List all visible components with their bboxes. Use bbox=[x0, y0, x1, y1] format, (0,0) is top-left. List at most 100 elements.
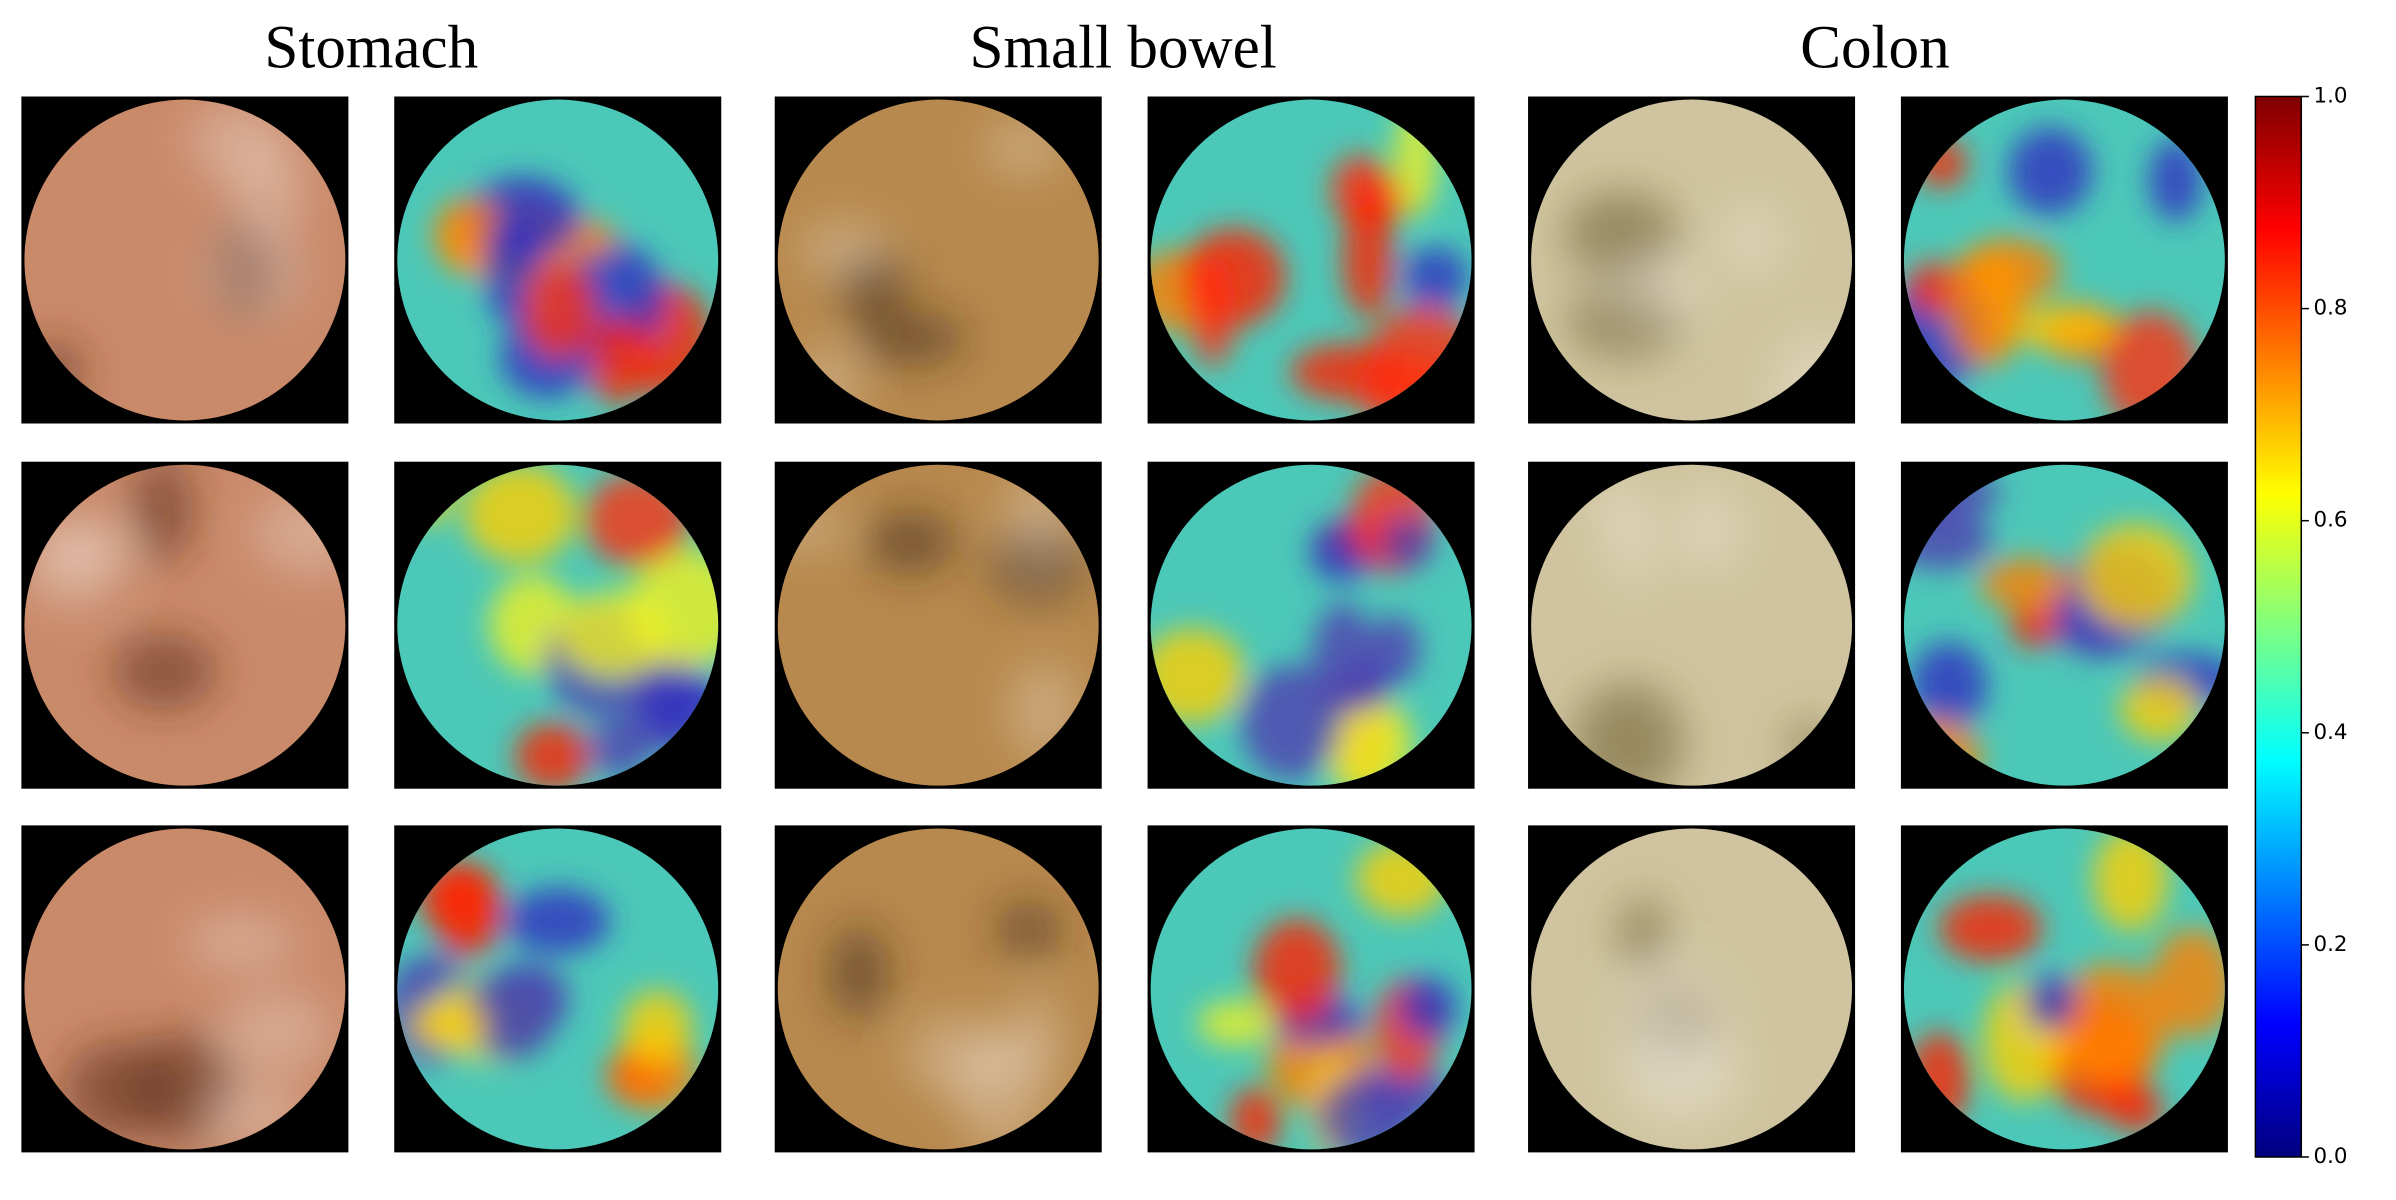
texture-blob bbox=[463, 464, 577, 563]
texture-blob bbox=[1595, 481, 1643, 532]
endoscopy-image bbox=[774, 461, 1102, 789]
texture-blob bbox=[798, 221, 889, 276]
texture-blob bbox=[1190, 253, 1236, 367]
texture-blob bbox=[829, 926, 889, 1018]
texture-blob bbox=[1642, 990, 1690, 1056]
texture-blob bbox=[1403, 247, 1468, 308]
texture-blob bbox=[1252, 918, 1341, 1024]
colorbar-tick-label: 1.0 bbox=[2313, 84, 2347, 109]
image-content bbox=[24, 464, 346, 786]
texture-blob bbox=[514, 722, 591, 786]
texture-blob bbox=[1618, 896, 1668, 970]
image-content bbox=[777, 464, 1099, 786]
colorbar-tick-label: 0.0 bbox=[2313, 1144, 2347, 1169]
column-title: Stomach bbox=[264, 15, 478, 82]
image-content bbox=[397, 828, 719, 1150]
image-texture bbox=[1150, 466, 1434, 786]
texture-blob bbox=[2010, 599, 2059, 649]
texture-blob bbox=[2039, 1020, 2153, 1076]
texture-blob bbox=[2014, 305, 2118, 351]
texture-blob bbox=[1564, 191, 1678, 279]
texture-blob bbox=[995, 902, 1063, 956]
texture-blob bbox=[521, 260, 597, 360]
image-texture bbox=[1197, 840, 1457, 1150]
texture-blob bbox=[1601, 257, 1703, 328]
image-content bbox=[1531, 828, 1853, 1150]
texture-blob bbox=[2119, 675, 2200, 742]
endoscopy-image bbox=[774, 825, 1102, 1153]
texture-blob bbox=[1945, 245, 2025, 368]
heatmap-image bbox=[1900, 461, 2228, 789]
texture-blob bbox=[204, 224, 302, 319]
image-content bbox=[1531, 99, 1853, 421]
texture-blob bbox=[2078, 523, 2194, 630]
heatmap-image bbox=[1900, 825, 2228, 1153]
texture-blob bbox=[2025, 974, 2076, 1031]
texture-blob bbox=[853, 312, 966, 365]
column-title: Small bowel bbox=[970, 15, 1277, 82]
texture-blob bbox=[1240, 665, 1342, 781]
texture-blob bbox=[622, 989, 693, 1065]
endoscopy-image bbox=[21, 461, 349, 789]
image-content bbox=[1903, 828, 2225, 1150]
endoscopy-image bbox=[1528, 825, 1856, 1153]
image-texture bbox=[795, 120, 1061, 421]
image-texture bbox=[1616, 896, 1742, 1125]
texture-blob bbox=[1342, 201, 1394, 318]
texture-blob bbox=[1367, 615, 1421, 685]
texture-blob bbox=[1722, 205, 1781, 274]
texture-blob bbox=[1910, 642, 1988, 729]
texture-blob bbox=[112, 634, 217, 709]
texture-blob bbox=[185, 914, 298, 971]
texture-blob bbox=[586, 316, 651, 405]
heatmap-image bbox=[1900, 96, 2228, 424]
texture-blob bbox=[2148, 138, 2203, 222]
texture-blob bbox=[188, 101, 287, 182]
image-content bbox=[24, 99, 346, 421]
colorbar-tick-label: 0.2 bbox=[2313, 932, 2347, 957]
texture-blob bbox=[956, 1033, 1046, 1150]
colorbar-tick-label: 0.6 bbox=[2313, 508, 2347, 533]
colorbar-tick-label: 0.4 bbox=[2313, 720, 2347, 745]
texture-blob bbox=[1673, 489, 1742, 571]
endoscopy-image bbox=[21, 825, 349, 1153]
image-content bbox=[1150, 828, 1472, 1150]
texture-blob bbox=[2008, 127, 2093, 215]
column-title: Colon bbox=[1800, 15, 1949, 82]
texture-blob bbox=[462, 971, 556, 1060]
image-content bbox=[1903, 99, 2225, 421]
texture-blob bbox=[1378, 516, 1434, 570]
heatmap-image bbox=[394, 825, 722, 1153]
image-content bbox=[1531, 464, 1853, 786]
endoscopy-image bbox=[1528, 96, 1856, 424]
texture-blob bbox=[865, 511, 956, 573]
endoscopy-image bbox=[21, 96, 349, 424]
texture-blob bbox=[2150, 928, 2225, 1038]
texture-blob bbox=[1398, 976, 1457, 1039]
texture-blob bbox=[1197, 1001, 1276, 1046]
texture-blob bbox=[1621, 1030, 1742, 1125]
image-content bbox=[1150, 464, 1472, 786]
texture-blob bbox=[222, 991, 331, 1071]
texture-blob bbox=[1938, 894, 2042, 962]
image-content bbox=[24, 828, 346, 1150]
colorbar bbox=[2254, 95, 2303, 1158]
image-texture bbox=[1903, 127, 2203, 421]
image-content bbox=[777, 99, 1099, 421]
image-content bbox=[777, 828, 1099, 1150]
heatmap-image bbox=[1147, 461, 1475, 789]
heatmap-image bbox=[394, 461, 722, 789]
texture-blob bbox=[591, 715, 651, 778]
image-texture bbox=[24, 101, 306, 402]
endoscopy-image bbox=[1528, 461, 1856, 789]
texture-blob bbox=[25, 521, 120, 609]
texture-blob bbox=[2093, 828, 2169, 932]
endoscopy-image bbox=[774, 96, 1102, 424]
texture-blob bbox=[505, 887, 610, 955]
heatmap-image bbox=[1147, 96, 1475, 424]
image-texture bbox=[397, 860, 699, 1112]
texture-blob bbox=[132, 464, 194, 563]
heatmap-image bbox=[1147, 825, 1475, 1153]
